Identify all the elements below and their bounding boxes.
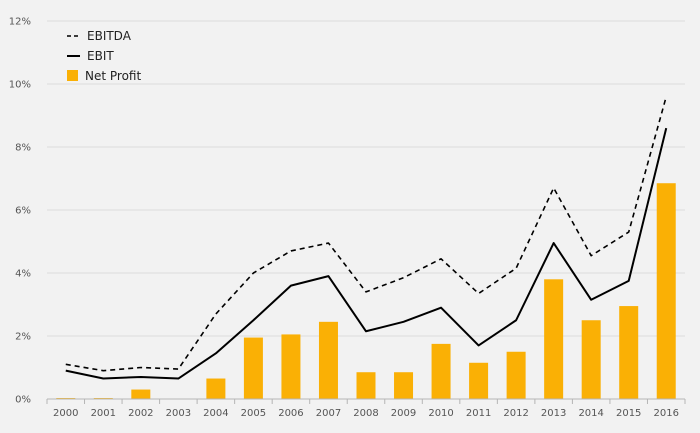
net-profit-bar	[656, 183, 676, 399]
x-tick-label: 2016	[654, 408, 679, 419]
y-tick-label: 2%	[15, 332, 31, 343]
legend: EBITDA EBIT Net Profit	[67, 29, 141, 83]
net-profit-bar	[469, 362, 489, 399]
x-tick-label: 2005	[241, 408, 266, 419]
legend-net-profit-label: Net Profit	[85, 69, 141, 83]
x-tick-label: 2004	[203, 408, 228, 419]
y-tick-label: 10%	[9, 80, 31, 91]
y-tick-label: 6%	[15, 206, 31, 217]
y-tick-label: 0%	[15, 395, 31, 406]
ebit-line	[65, 127, 668, 380]
y-tick-label: 4%	[15, 269, 31, 280]
legend-ebit-label: EBIT	[87, 49, 114, 63]
net-profit-bar	[356, 372, 376, 399]
net-profit-bar	[206, 378, 226, 399]
x-tick-label: 2009	[391, 408, 416, 419]
x-tick-label: 2010	[428, 408, 453, 419]
net-profit-bar	[581, 320, 601, 399]
net-profit-bar	[318, 321, 338, 399]
x-tick-label: 2015	[616, 408, 641, 419]
x-tick-label: 2002	[128, 408, 153, 419]
axis-layer: 0% 2% 4% 6% 8% 10% 12% 2000 2001 2002 2003 2004 2005…	[9, 17, 686, 419]
x-tick-label: 2006	[278, 408, 303, 419]
net-profit-bar	[394, 372, 414, 399]
net-profit-bar	[243, 337, 263, 399]
x-tick-label: 2001	[91, 408, 116, 419]
grid-layer	[47, 20, 685, 337]
ebitda-line	[65, 96, 668, 372]
net-profit-bar	[281, 334, 301, 399]
x-tick-label: 2008	[353, 408, 378, 419]
line-layer	[65, 96, 668, 380]
x-tick-label: 2011	[466, 408, 491, 419]
bar-layer	[56, 183, 676, 399]
legend-net-profit-swatch	[67, 70, 78, 81]
y-tick-label: 12%	[9, 17, 31, 28]
x-tick-label: 2000	[53, 408, 78, 419]
net-profit-bar	[619, 306, 639, 399]
net-profit-bar	[544, 279, 564, 399]
net-profit-bar	[431, 343, 451, 399]
x-tick-label: 2003	[166, 408, 191, 419]
x-tick-label: 2012	[503, 408, 528, 419]
x-tick-label: 2013	[541, 408, 566, 419]
net-profit-bar	[506, 351, 526, 399]
x-tick-label: 2014	[578, 408, 603, 419]
y-tick-label: 8%	[15, 143, 31, 154]
x-tick-label: 2007	[316, 408, 341, 419]
legend-ebitda-label: EBITDA	[87, 29, 132, 43]
net-profit-bar	[131, 389, 151, 399]
